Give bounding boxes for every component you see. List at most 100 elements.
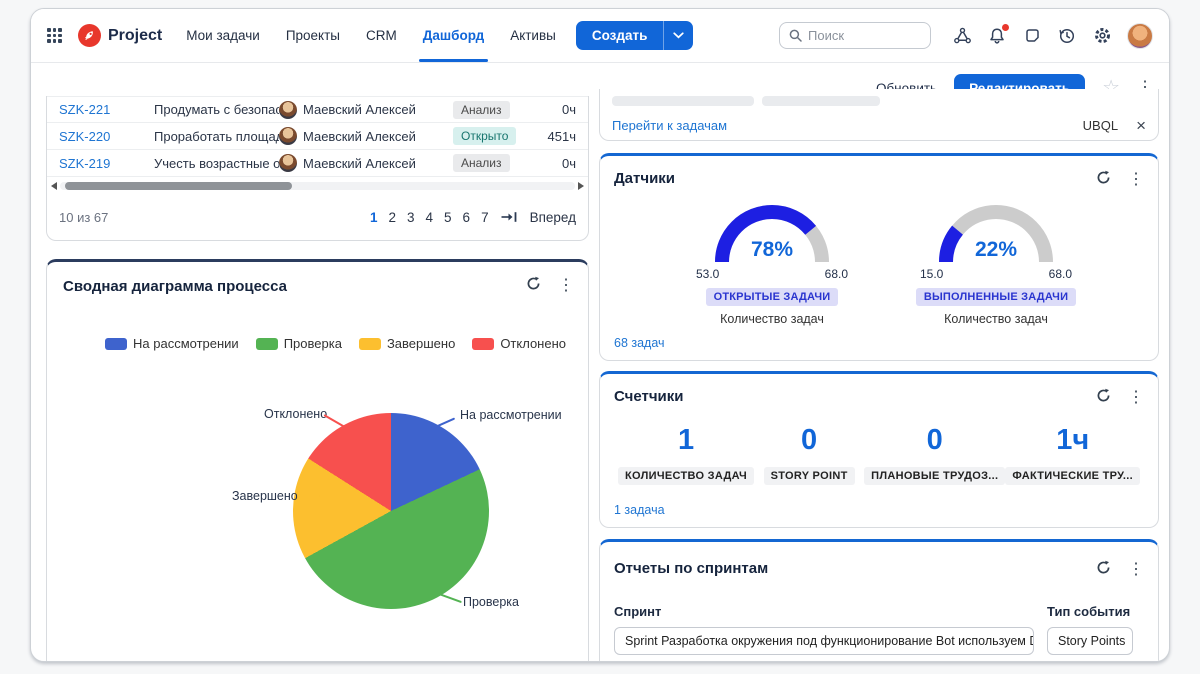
gauge-badge: ОТКРЫТЫЕ ЗАДАЧИ [705,288,839,306]
notes-icon[interactable] [1022,26,1042,46]
legend-chip [105,337,127,350]
counter-planned-effort: 0 ПЛАНОВЫЕ ТРУДОЗ... [864,424,1006,485]
legend-chip [255,337,278,350]
legend-chip [358,337,381,350]
apps-grid-icon[interactable] [47,28,62,43]
pie-label-in-review: На рассмотрении [460,408,562,422]
nav-projects[interactable]: Проекты [285,28,340,43]
task-summary: Продумать с безопасн [154,102,279,117]
settings-gear-icon[interactable] [1092,26,1112,46]
gauge-min: 53.0 [696,267,720,281]
create-button-label[interactable]: Создать [591,28,648,43]
nav-crm[interactable]: CRM [365,28,397,43]
page-7[interactable]: 7 [481,209,489,225]
history-icon[interactable] [1057,26,1077,46]
scrollbar-track[interactable] [60,182,575,190]
page-3[interactable]: 3 [407,209,415,225]
page-2[interactable]: 2 [388,209,396,225]
gauge-open-tasks: 78% 53.0 68.0 ОТКРЫТЫЕ ЗАДАЧИ Количество… [672,200,872,326]
gauge-max: 68.0 [824,267,848,281]
chevron-down-icon [673,32,685,39]
task-id-link[interactable]: SZK-220 [59,128,111,144]
page-1[interactable]: 1 [369,209,378,225]
panel-kebab-menu[interactable]: ⋮ [1128,171,1144,188]
table-row[interactable]: SZK-221 Продумать с безопасн Маевский Ал… [47,96,588,123]
create-dropdown-button[interactable] [664,21,693,50]
pie-chart[interactable] [293,413,489,609]
gauge-arc [715,205,829,263]
task-summary: Проработать площадк [154,128,279,144]
gauge-caption: Количество задач [720,312,824,326]
panel-title: Отчеты по спринтам [614,560,769,577]
refresh-icon[interactable] [1096,388,1111,408]
task-hours: 451ч [547,128,576,144]
status-badge: Анализ [453,154,510,172]
search-placeholder: Поиск [808,28,845,43]
event-type-select[interactable]: Story Points [1047,627,1133,655]
assignee-name: Маевский Алексей [303,102,416,117]
event-type-field-label: Тип события [1047,604,1131,619]
integrations-hub-icon[interactable] [952,26,972,46]
counters-row: 1 КОЛИЧЕСТВО ЗАДАЧ 0 STORY POINT 0 ПЛАНО… [618,424,1140,485]
brand-logo[interactable]: Project [78,24,162,47]
pie-label-rejected: Отклонено [264,407,328,421]
callout-line [438,593,462,604]
panel-kebab-menu[interactable]: ⋮ [1128,561,1144,578]
row-count-text: 10 из 67 [59,209,109,225]
create-split-button[interactable]: Создать [575,21,694,50]
gauges-footer-link[interactable]: 68 задач [614,336,665,350]
task-id-link[interactable]: SZK-219 [59,155,111,171]
task-id-link[interactable]: SZK-221 [59,102,111,117]
scroll-left-arrow[interactable] [51,182,57,190]
table-row[interactable]: SZK-219 Учесть возрастные осс Маевский А… [47,150,588,177]
panel-kebab-menu[interactable]: ⋮ [1128,389,1144,406]
refresh-icon[interactable] [526,276,541,296]
go-to-tasks-link[interactable]: Перейти к задачам [612,118,728,133]
refresh-icon[interactable] [1096,560,1111,580]
task-summary: Учесть возрастные осс [154,155,279,171]
nav-my-tasks[interactable]: Мои задачи [186,28,260,43]
nav-dashboard[interactable]: Дашборд [418,28,489,62]
scroll-right-arrow[interactable] [578,182,584,190]
legend-chip [472,337,495,350]
legend-item: Проверка [255,336,342,351]
legend-item: Отклонено [472,336,566,351]
top-navigation-bar: Project Мои задачи Проекты CRM Дашборд А… [31,9,1169,63]
task-hours: 0ч [561,102,576,117]
refresh-icon[interactable] [1096,170,1111,190]
gauge-value: 22% [974,238,1018,261]
gauge-min: 15.0 [920,267,944,281]
sprint-select[interactable]: Sprint Разработка окружения под функцион… [614,627,1034,655]
counter-task-count: 1 КОЛИЧЕСТВО ЗАДАЧ [618,424,755,485]
skeleton-bars [612,96,880,106]
panel-title: Датчики [614,170,676,187]
nav-assets[interactable]: Активы [510,28,556,43]
panel-title: Сводная диаграмма процесса [63,278,287,295]
counters-footer-link[interactable]: 1 задача [614,503,665,517]
page-4[interactable]: 4 [425,209,434,225]
counters-panel: Счетчики ⋮ 1 КОЛИЧЕСТВО ЗАДАЧ 0 STORY PO… [599,371,1159,528]
notifications-bell-icon[interactable] [987,23,1009,46]
query-language-label[interactable]: UBQL [1082,118,1119,133]
task-hours: 0ч [561,155,576,171]
gauge-done-tasks: 22% 15.0 68.0 ВЫПОЛНЕННЫЕ ЗАДАЧИ Количес… [896,200,1096,326]
page-5[interactable]: 5 [444,209,452,225]
last-page-icon[interactable] [500,211,519,223]
search-input[interactable]: Поиск [779,22,931,49]
close-icon[interactable]: × [1136,116,1146,135]
page-6[interactable]: 6 [462,209,471,225]
counter-story-points: 0 STORY POINT [754,424,864,485]
table-row[interactable]: SZK-220 Проработать площадк Маевский Але… [47,123,588,150]
forward-button[interactable]: Вперед [529,209,576,225]
scrollbar-thumb[interactable] [65,182,292,190]
user-avatar[interactable] [1127,22,1153,49]
status-badge: Анализ [453,100,510,119]
gauge-caption: Количество задач [944,312,1048,326]
app-window: Project Мои задачи Проекты CRM Дашборд А… [30,8,1170,662]
table-footer: 10 из 67 1 2 3 4 5 6 7 Вперед [59,202,576,232]
panel-kebab-menu[interactable]: ⋮ [558,277,574,294]
status-badge: Открыто [453,127,517,145]
notification-badge-dot [1002,23,1009,31]
assignee-name: Маевский Алексей [303,128,416,144]
sprint-field-label: Спринт [614,604,662,619]
